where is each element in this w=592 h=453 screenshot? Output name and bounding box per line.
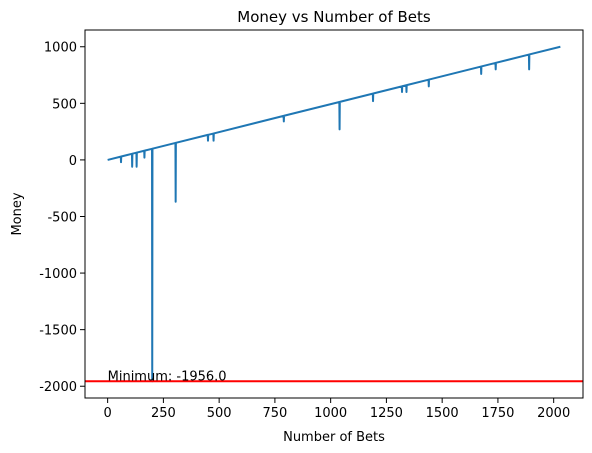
chart-title: Money vs Number of Bets: [237, 8, 431, 26]
x-tick-label: 750: [262, 406, 287, 421]
y-tick-label: 0: [69, 154, 77, 169]
minimum-annotation: Minimum: -1956.0: [108, 369, 227, 384]
x-tick-label: 1000: [314, 406, 347, 421]
y-axis-label: Money: [10, 192, 25, 235]
data-line: [107, 45, 561, 383]
x-tick-label: 1750: [481, 406, 514, 421]
y-tick-label: -1500: [39, 324, 77, 339]
x-tick-label: 500: [207, 406, 232, 421]
y-tick-label: 500: [52, 97, 77, 112]
x-tick-label: 1500: [426, 406, 459, 421]
x-tick-label: 1250: [370, 406, 403, 421]
x-tick-label: 2000: [537, 406, 570, 421]
x-tick-label: 250: [151, 406, 176, 421]
x-tick-label: 0: [103, 406, 111, 421]
y-tick-label: -500: [47, 210, 77, 225]
y-tick-label: -1000: [39, 267, 77, 282]
y-tick-label: -2000: [39, 380, 77, 395]
x-axis-label: Number of Bets: [283, 430, 385, 445]
plot-frame: [84, 29, 584, 399]
y-tick-label: 1000: [44, 41, 77, 56]
